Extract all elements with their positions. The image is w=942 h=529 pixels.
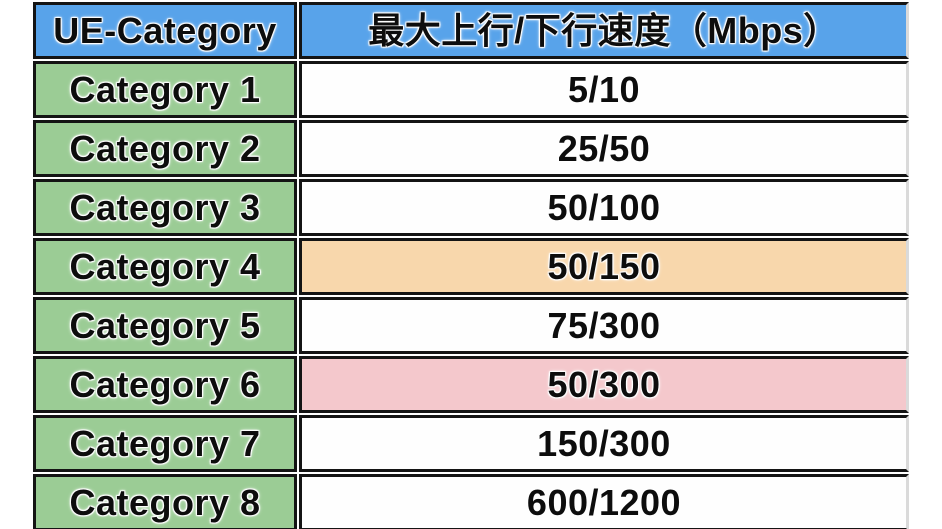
column-header-max-speed: 最大上行/下行速度（Mbps） [299,2,909,59]
speed-cell: 600/1200 [299,474,909,529]
category-cell: Category 4 [33,238,297,295]
table-row: Category 8 600/1200 [33,474,909,529]
speed-cell: 50/300 [299,356,909,413]
category-cell: Category 1 [33,61,297,118]
category-cell: Category 7 [33,415,297,472]
table-row: Category 6 50/300 [33,356,909,413]
category-cell: Category 8 [33,474,297,529]
table-body: Category 1 5/10 Category 2 25/50 Categor… [33,61,909,529]
table-row: Category 2 25/50 [33,120,909,177]
table-row: Category 5 75/300 [33,297,909,354]
table-row: Category 7 150/300 [33,415,909,472]
speed-cell: 5/10 [299,61,909,118]
category-cell: Category 5 [33,297,297,354]
speed-cell: 75/300 [299,297,909,354]
category-cell: Category 3 [33,179,297,236]
speed-cell: 25/50 [299,120,909,177]
speed-cell: 50/150 [299,238,909,295]
table-row: Category 1 5/10 [33,61,909,118]
column-header-ue-category: UE-Category [33,2,297,59]
category-cell: Category 2 [33,120,297,177]
speed-cell: 150/300 [299,415,909,472]
ue-category-speed-table: UE-Category 最大上行/下行速度（Mbps） Category 1 5… [31,0,911,529]
category-cell: Category 6 [33,356,297,413]
header-row: UE-Category 最大上行/下行速度（Mbps） [33,2,909,59]
speed-cell: 50/100 [299,179,909,236]
table-row: Category 3 50/100 [33,179,909,236]
table-row: Category 4 50/150 [33,238,909,295]
